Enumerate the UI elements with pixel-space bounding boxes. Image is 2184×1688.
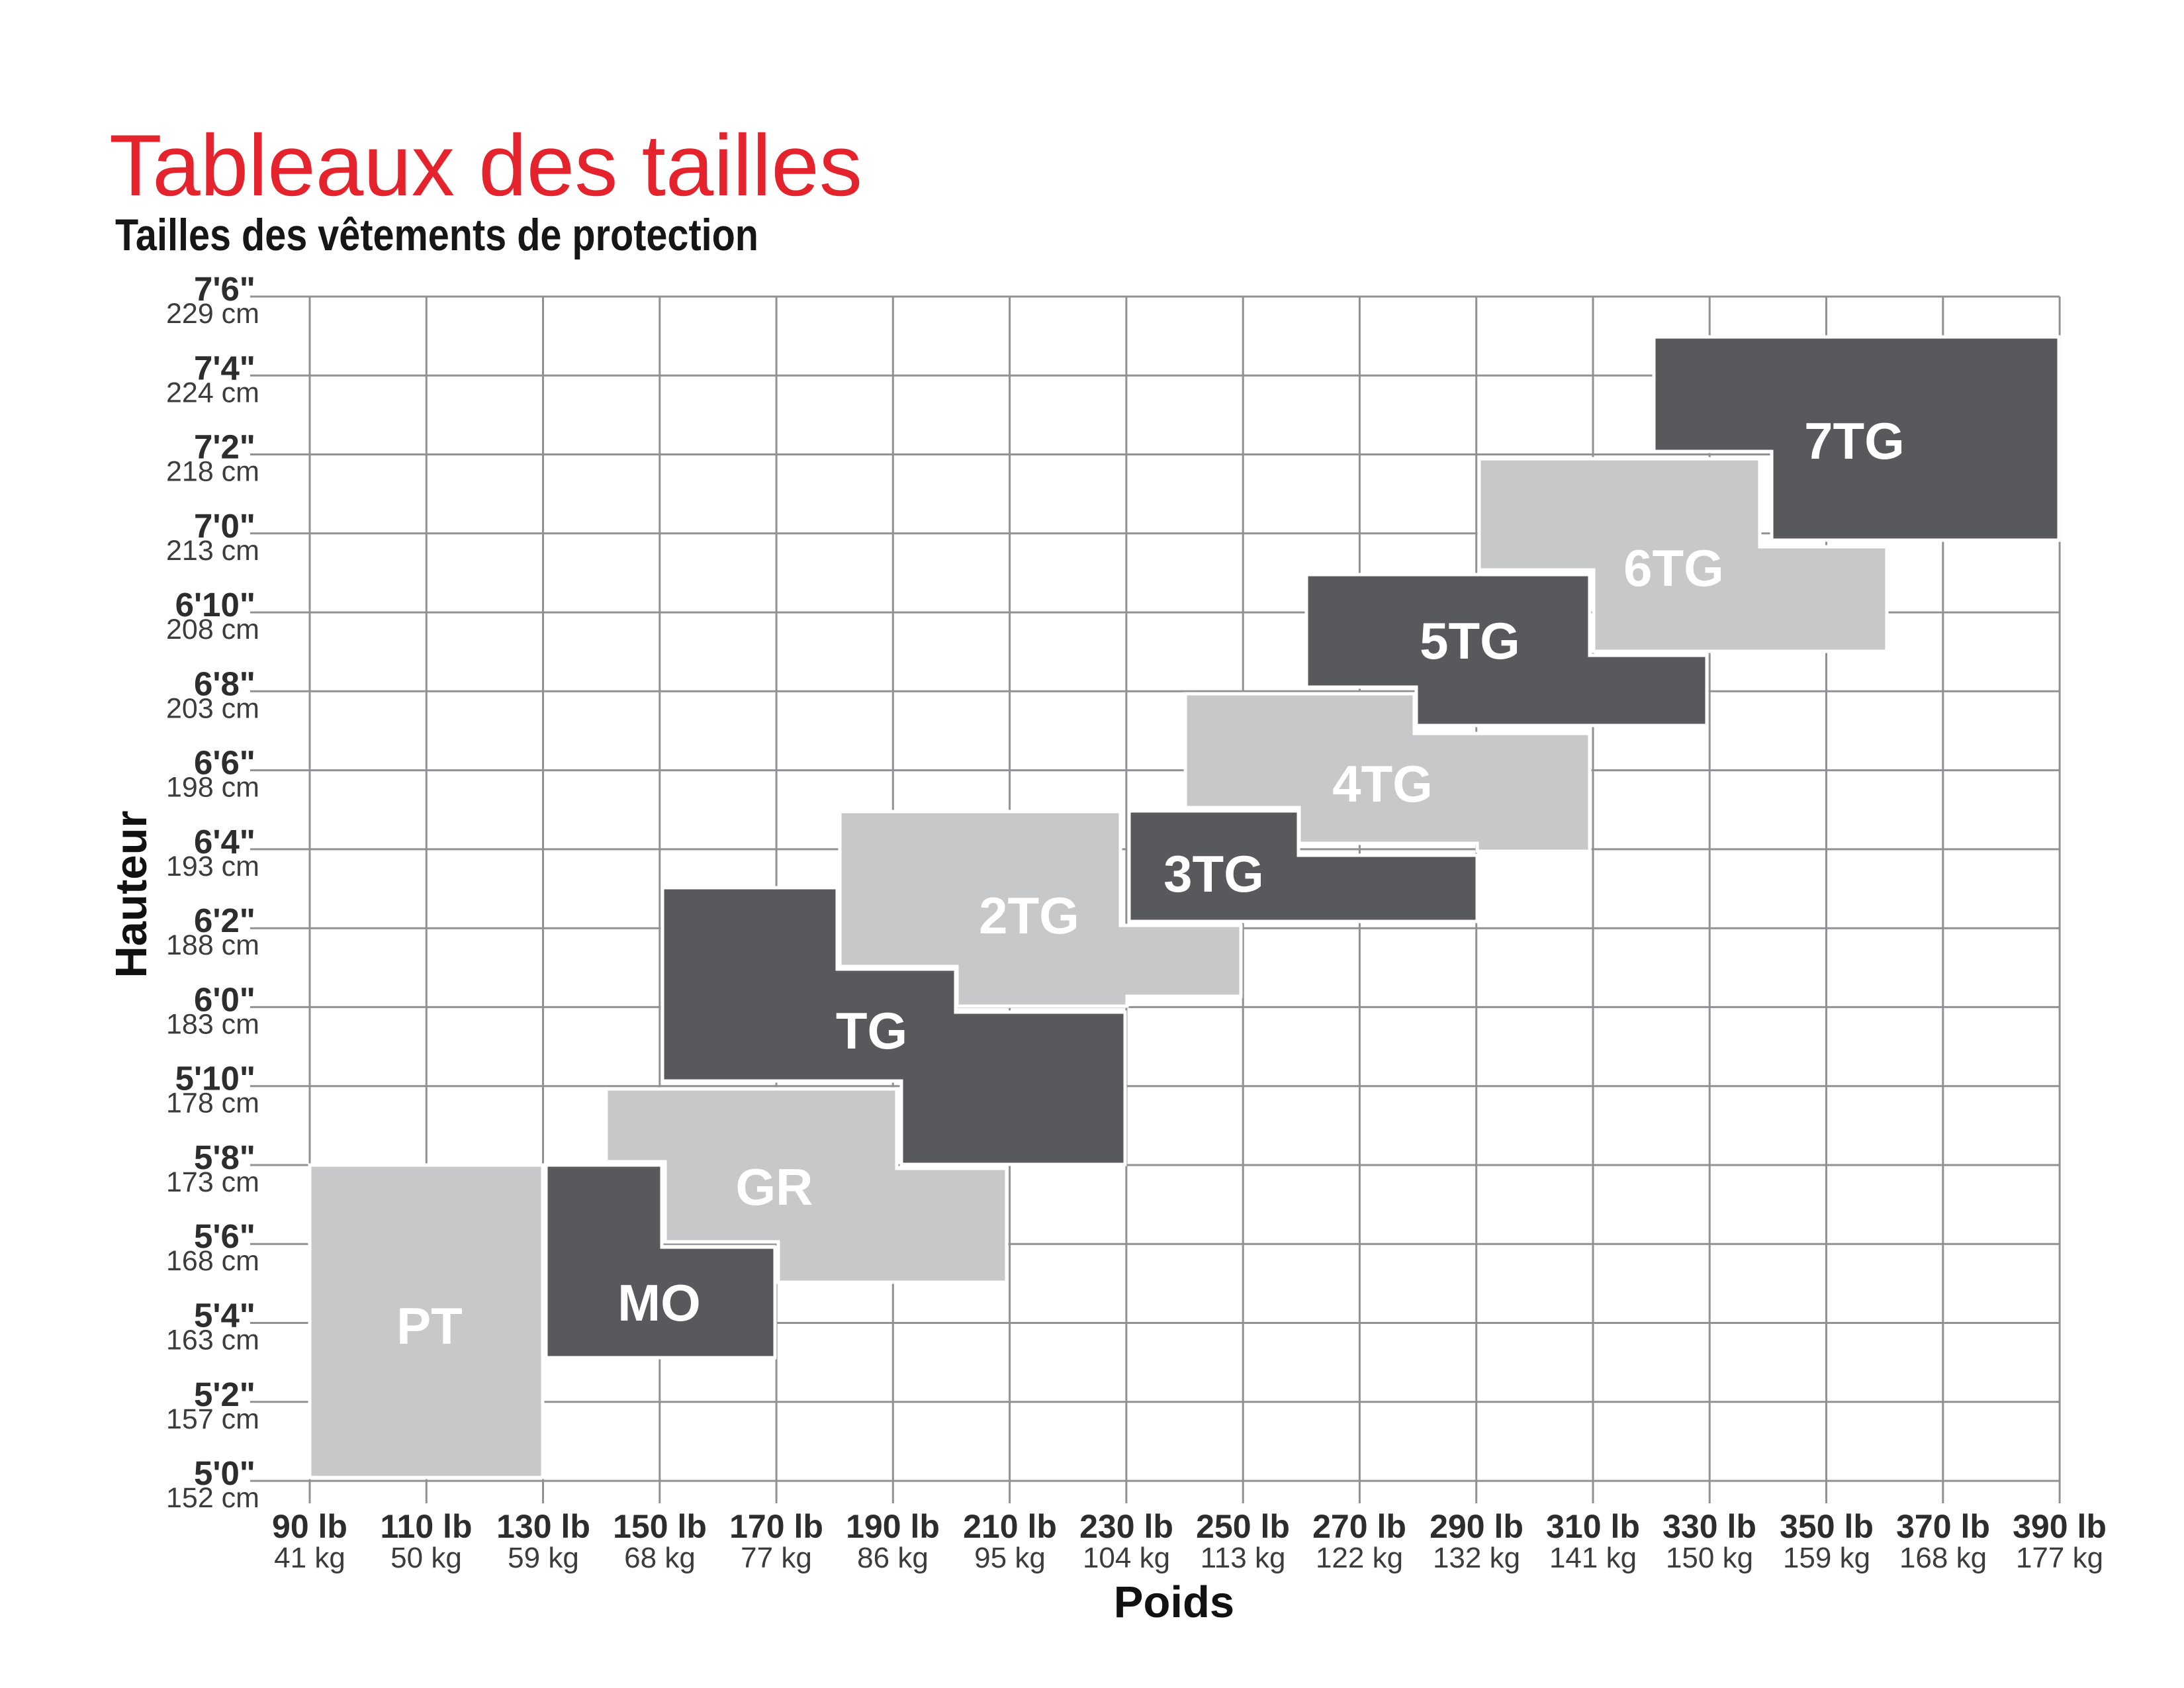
svg-text:5'10": 5'10" bbox=[175, 1060, 255, 1098]
svg-text:6'0": 6'0" bbox=[194, 980, 255, 1018]
svg-text:6'6": 6'6" bbox=[194, 744, 255, 782]
svg-text:5'2": 5'2" bbox=[194, 1376, 255, 1413]
svg-text:90 lb: 90 lb bbox=[272, 1508, 347, 1545]
svg-text:5'0": 5'0" bbox=[194, 1454, 255, 1492]
svg-text:130 lb: 130 lb bbox=[496, 1508, 590, 1545]
svg-text:163 cm: 163 cm bbox=[166, 1325, 259, 1356]
svg-text:7'2": 7'2" bbox=[194, 428, 255, 466]
svg-text:229 cm: 229 cm bbox=[166, 298, 259, 330]
svg-text:193 cm: 193 cm bbox=[166, 851, 259, 882]
svg-text:77 kg: 77 kg bbox=[741, 1542, 812, 1574]
svg-text:7'4": 7'4" bbox=[194, 349, 255, 387]
svg-text:6'4": 6'4" bbox=[194, 823, 255, 861]
svg-text:Hauteur: Hauteur bbox=[107, 810, 156, 978]
svg-text:159 kg: 159 kg bbox=[1783, 1542, 1870, 1574]
svg-text:152 cm: 152 cm bbox=[166, 1482, 259, 1514]
svg-text:230 lb: 230 lb bbox=[1079, 1508, 1173, 1545]
svg-text:6TG: 6TG bbox=[1623, 539, 1724, 597]
svg-text:MO: MO bbox=[617, 1274, 701, 1332]
svg-text:5'6": 5'6" bbox=[194, 1217, 255, 1255]
svg-text:168 kg: 168 kg bbox=[1899, 1542, 1987, 1574]
svg-text:5'4": 5'4" bbox=[194, 1297, 255, 1335]
svg-text:PT: PT bbox=[396, 1297, 463, 1355]
svg-text:198 cm: 198 cm bbox=[166, 772, 259, 804]
svg-text:203 cm: 203 cm bbox=[166, 692, 259, 724]
svg-text:3TG: 3TG bbox=[1163, 845, 1264, 903]
svg-text:350 lb: 350 lb bbox=[1780, 1508, 1874, 1545]
svg-text:6'8": 6'8" bbox=[194, 665, 255, 702]
svg-text:178 cm: 178 cm bbox=[166, 1088, 259, 1119]
svg-text:250 lb: 250 lb bbox=[1196, 1508, 1290, 1545]
svg-text:210 lb: 210 lb bbox=[963, 1508, 1057, 1545]
svg-text:218 cm: 218 cm bbox=[166, 456, 259, 488]
svg-text:141 kg: 141 kg bbox=[1549, 1542, 1637, 1574]
svg-text:4TG: 4TG bbox=[1332, 755, 1433, 813]
svg-text:224 cm: 224 cm bbox=[166, 377, 259, 408]
svg-text:157 cm: 157 cm bbox=[166, 1403, 259, 1435]
svg-text:150 kg: 150 kg bbox=[1666, 1542, 1753, 1574]
svg-text:5'8": 5'8" bbox=[194, 1139, 255, 1176]
svg-text:86 kg: 86 kg bbox=[857, 1542, 929, 1574]
svg-text:110 lb: 110 lb bbox=[381, 1508, 473, 1545]
svg-text:7TG: 7TG bbox=[1804, 412, 1905, 470]
svg-text:104 kg: 104 kg bbox=[1083, 1542, 1170, 1574]
svg-text:7'0": 7'0" bbox=[194, 507, 255, 545]
svg-text:TG: TG bbox=[836, 1002, 907, 1060]
svg-text:208 cm: 208 cm bbox=[166, 614, 259, 645]
svg-text:270 lb: 270 lb bbox=[1312, 1508, 1406, 1545]
svg-text:Tableaux des tailles: Tableaux des tailles bbox=[109, 117, 862, 214]
svg-text:122 kg: 122 kg bbox=[1316, 1542, 1403, 1574]
svg-text:Poids: Poids bbox=[1114, 1577, 1234, 1627]
svg-text:68 kg: 68 kg bbox=[624, 1542, 696, 1574]
svg-text:188 cm: 188 cm bbox=[166, 929, 259, 961]
svg-text:6'10": 6'10" bbox=[175, 586, 255, 624]
svg-text:190 lb: 190 lb bbox=[846, 1508, 940, 1545]
svg-text:183 cm: 183 cm bbox=[166, 1008, 259, 1040]
svg-text:390 lb: 390 lb bbox=[2013, 1508, 2107, 1545]
svg-text:GR: GR bbox=[736, 1158, 813, 1216]
svg-text:95 kg: 95 kg bbox=[974, 1542, 1046, 1574]
svg-text:132 kg: 132 kg bbox=[1433, 1542, 1520, 1574]
svg-text:59 kg: 59 kg bbox=[508, 1542, 579, 1574]
svg-text:Tailles des vêtements de prote: Tailles des vêtements de protection bbox=[115, 210, 758, 260]
svg-text:213 cm: 213 cm bbox=[166, 535, 259, 567]
svg-text:170 lb: 170 lb bbox=[729, 1508, 823, 1545]
svg-text:5TG: 5TG bbox=[1420, 612, 1520, 670]
svg-text:50 kg: 50 kg bbox=[390, 1542, 462, 1574]
svg-text:113 kg: 113 kg bbox=[1201, 1542, 1286, 1574]
svg-text:290 lb: 290 lb bbox=[1430, 1508, 1524, 1545]
svg-text:41 kg: 41 kg bbox=[274, 1542, 345, 1574]
svg-text:6'2": 6'2" bbox=[194, 902, 255, 939]
svg-text:173 cm: 173 cm bbox=[166, 1166, 259, 1198]
svg-text:330 lb: 330 lb bbox=[1662, 1508, 1756, 1545]
svg-text:168 cm: 168 cm bbox=[166, 1245, 259, 1277]
svg-text:2TG: 2TG bbox=[979, 886, 1079, 945]
svg-text:370 lb: 370 lb bbox=[1896, 1508, 1990, 1545]
svg-text:150 lb: 150 lb bbox=[613, 1508, 707, 1545]
svg-text:177 kg: 177 kg bbox=[2016, 1542, 2103, 1574]
svg-text:7'6": 7'6" bbox=[194, 270, 255, 308]
svg-text:310 lb: 310 lb bbox=[1546, 1508, 1640, 1545]
